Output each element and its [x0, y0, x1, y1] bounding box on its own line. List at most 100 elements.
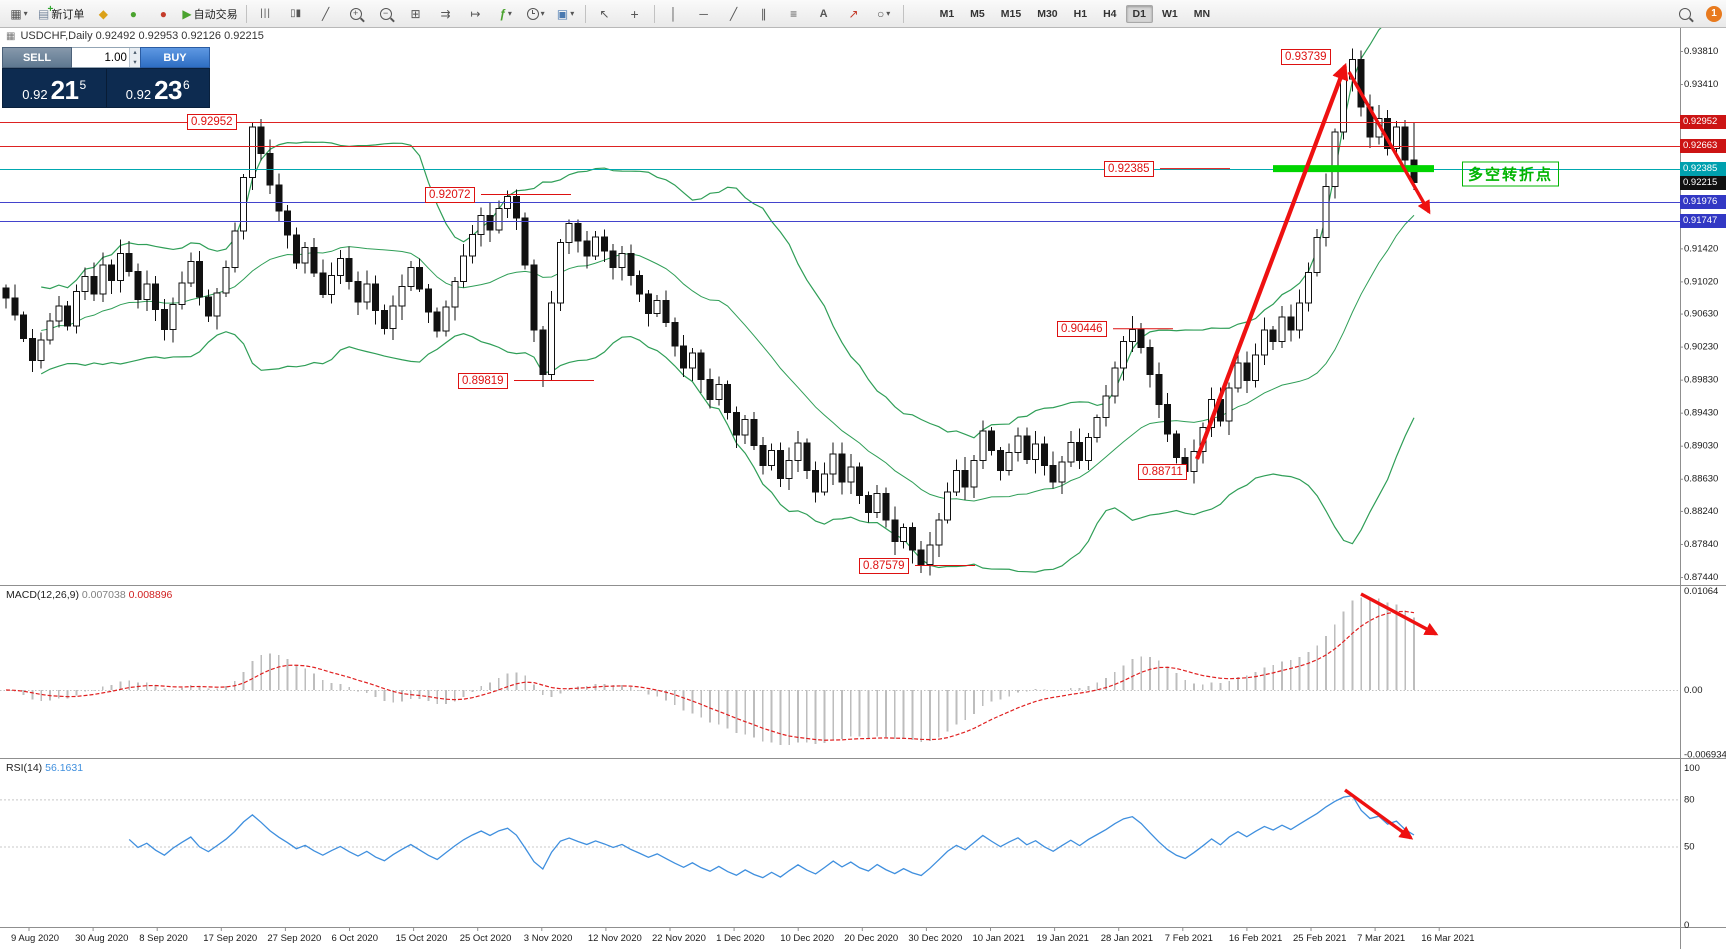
- price-callout[interactable]: 0.92952: [187, 113, 237, 130]
- bar-chart-button[interactable]: |||: [251, 2, 281, 26]
- trend-arrows[interactable]: [1195, 62, 1439, 840]
- svg-text:16 Mar 2021: 16 Mar 2021: [1421, 933, 1474, 944]
- tile-windows-button[interactable]: ⊞: [401, 2, 431, 26]
- notification-badge[interactable]: 1: [1706, 5, 1722, 22]
- buy-price[interactable]: 0.92 23 6: [125, 74, 190, 105]
- chart-shift-icon: ↦: [470, 6, 481, 21]
- svg-text:19 Jan 2021: 19 Jan 2021: [1037, 933, 1089, 944]
- volume-up-button[interactable]: ▴: [129, 48, 140, 58]
- svg-text:25 Oct 2020: 25 Oct 2020: [460, 933, 512, 944]
- axis-price-badge: 0.92215: [1680, 175, 1726, 190]
- zoom-out-button[interactable]: −: [371, 2, 401, 26]
- svg-text:0.90630: 0.90630: [1684, 309, 1718, 320]
- svg-text:0.93410: 0.93410: [1684, 79, 1718, 90]
- indicators-button[interactable]: ƒ ▾: [491, 2, 521, 26]
- timeframe-h1[interactable]: H1: [1073, 7, 1088, 20]
- volume-input[interactable]: [72, 48, 129, 67]
- svg-text:10 Jan 2021: 10 Jan 2021: [973, 933, 1025, 944]
- svg-text:30 Dec 2020: 30 Dec 2020: [908, 933, 962, 944]
- price-callout[interactable]: 0.88711: [1138, 464, 1187, 481]
- candlestick-chart-button[interactable]: ▯▮: [281, 2, 311, 26]
- text-tool-icon: A: [819, 7, 828, 20]
- chevron-down-icon: ▾: [540, 9, 545, 18]
- price-callout[interactable]: 0.92385: [1104, 160, 1154, 177]
- svg-text:0.93810: 0.93810: [1684, 46, 1718, 57]
- timeframe-h4[interactable]: H4: [1103, 7, 1117, 20]
- mql-community-button[interactable]: ◆: [88, 2, 118, 26]
- timeframe-m5[interactable]: M5: [970, 7, 985, 20]
- price-callout[interactable]: 0.89819: [458, 372, 508, 389]
- virtual-hosting-button[interactable]: ●: [118, 2, 148, 26]
- sell-price[interactable]: 0.92 21 5: [22, 74, 87, 105]
- line-chart-button[interactable]: ╱: [311, 2, 341, 26]
- timeframe-mn[interactable]: MN: [1193, 7, 1211, 20]
- timeframe-m15[interactable]: M15: [1000, 7, 1022, 20]
- crosshair-button[interactable]: +: [620, 2, 650, 26]
- volume-down-button[interactable]: ▾: [129, 57, 140, 67]
- svg-text:0.01064: 0.01064: [1684, 586, 1718, 597]
- macd-signal-line: [5, 610, 1415, 741]
- svg-text:7 Mar 2021: 7 Mar 2021: [1357, 933, 1405, 944]
- auto-scroll-button[interactable]: ⇉: [431, 2, 461, 26]
- price-callout[interactable]: 0.87579: [859, 557, 909, 574]
- shapes-icon: ○: [876, 6, 885, 21]
- zoom-in-button[interactable]: +: [341, 2, 371, 26]
- toolbar-separator: [902, 4, 904, 23]
- svg-text:10 Dec 2020: 10 Dec 2020: [780, 933, 834, 944]
- chevron-down-icon: ▾: [570, 9, 575, 18]
- sell-button[interactable]: SELL: [2, 47, 72, 68]
- svg-text:0.88240: 0.88240: [1684, 506, 1718, 517]
- horizontal-lines[interactable]: [0, 121, 1680, 223]
- timeframe-m1[interactable]: M1: [939, 7, 955, 20]
- svg-text:0.87840: 0.87840: [1684, 539, 1718, 550]
- arrow-tool-icon: ↗: [848, 6, 859, 21]
- chevron-down-icon: ▾: [886, 9, 891, 18]
- clock-icon: [526, 7, 539, 20]
- cursor-button[interactable]: ↖: [590, 2, 620, 26]
- svg-text:20 Dec 2020: 20 Dec 2020: [844, 933, 898, 944]
- templates-button[interactable]: ▣ ▾: [551, 2, 581, 26]
- price-callout[interactable]: 0.93739: [1281, 48, 1331, 65]
- vertical-line-icon: │: [669, 6, 678, 21]
- price-callout[interactable]: 0.92072: [425, 186, 475, 203]
- svg-text:0.89830: 0.89830: [1684, 375, 1718, 386]
- news-button[interactable]: ●: [148, 2, 178, 26]
- price-callout[interactable]: 0.90446: [1057, 320, 1107, 337]
- fibonacci-tool[interactable]: ≡: [779, 2, 809, 26]
- rsi-line: [128, 794, 1415, 879]
- svg-text:80: 80: [1684, 794, 1695, 805]
- turning-point-annotation[interactable]: 多空转折点: [1462, 161, 1560, 187]
- axis-price-badge: 0.91747: [1680, 214, 1726, 229]
- price-axis-labels: 0.93810 0.93410 0.91420 0.91020 0.90630 0.902…: [1680, 46, 1726, 931]
- timeframe-m30[interactable]: M30: [1037, 7, 1058, 20]
- new-chart-button[interactable]: ▦ ▾: [4, 2, 34, 26]
- template-icon: ▣: [556, 6, 569, 21]
- svg-text:25 Feb 2021: 25 Feb 2021: [1293, 933, 1346, 944]
- timeframe-w1[interactable]: W1: [1161, 7, 1178, 20]
- autotrade-button[interactable]: ▶ 自动交易: [182, 6, 238, 21]
- svg-text:50: 50: [1684, 842, 1695, 853]
- time-axis[interactable]: [0, 927, 1680, 949]
- arrows-tool[interactable]: ↗: [839, 2, 869, 26]
- new-order-button[interactable]: ▤ 新订单: [34, 2, 88, 26]
- channel-tool[interactable]: ∥: [749, 2, 779, 26]
- shapes-tool[interactable]: ○ ▾: [869, 2, 899, 26]
- svg-text:0.88630: 0.88630: [1684, 474, 1718, 485]
- vertical-line-tool[interactable]: │: [659, 2, 689, 26]
- buy-button[interactable]: BUY: [140, 47, 210, 68]
- svg-text:22 Nov 2020: 22 Nov 2020: [652, 933, 706, 944]
- svg-text:1 Dec 2020: 1 Dec 2020: [716, 933, 765, 944]
- timeframe-d1[interactable]: D1: [1125, 4, 1153, 23]
- chart-icon: ▦: [6, 30, 16, 42]
- svg-text:3 Nov 2020: 3 Nov 2020: [524, 933, 573, 944]
- periods-button[interactable]: ▾: [521, 2, 551, 26]
- chart-shift-button[interactable]: ↦: [461, 2, 491, 26]
- rsi-indicator-label: RSI(14) 56.1631: [6, 762, 84, 774]
- search-button[interactable]: [1670, 2, 1700, 26]
- horizontal-line-tool[interactable]: ─: [689, 2, 719, 26]
- macd-histogram: [13, 597, 1415, 746]
- text-tool[interactable]: A: [809, 2, 839, 26]
- trendline-tool[interactable]: ╱: [719, 2, 749, 26]
